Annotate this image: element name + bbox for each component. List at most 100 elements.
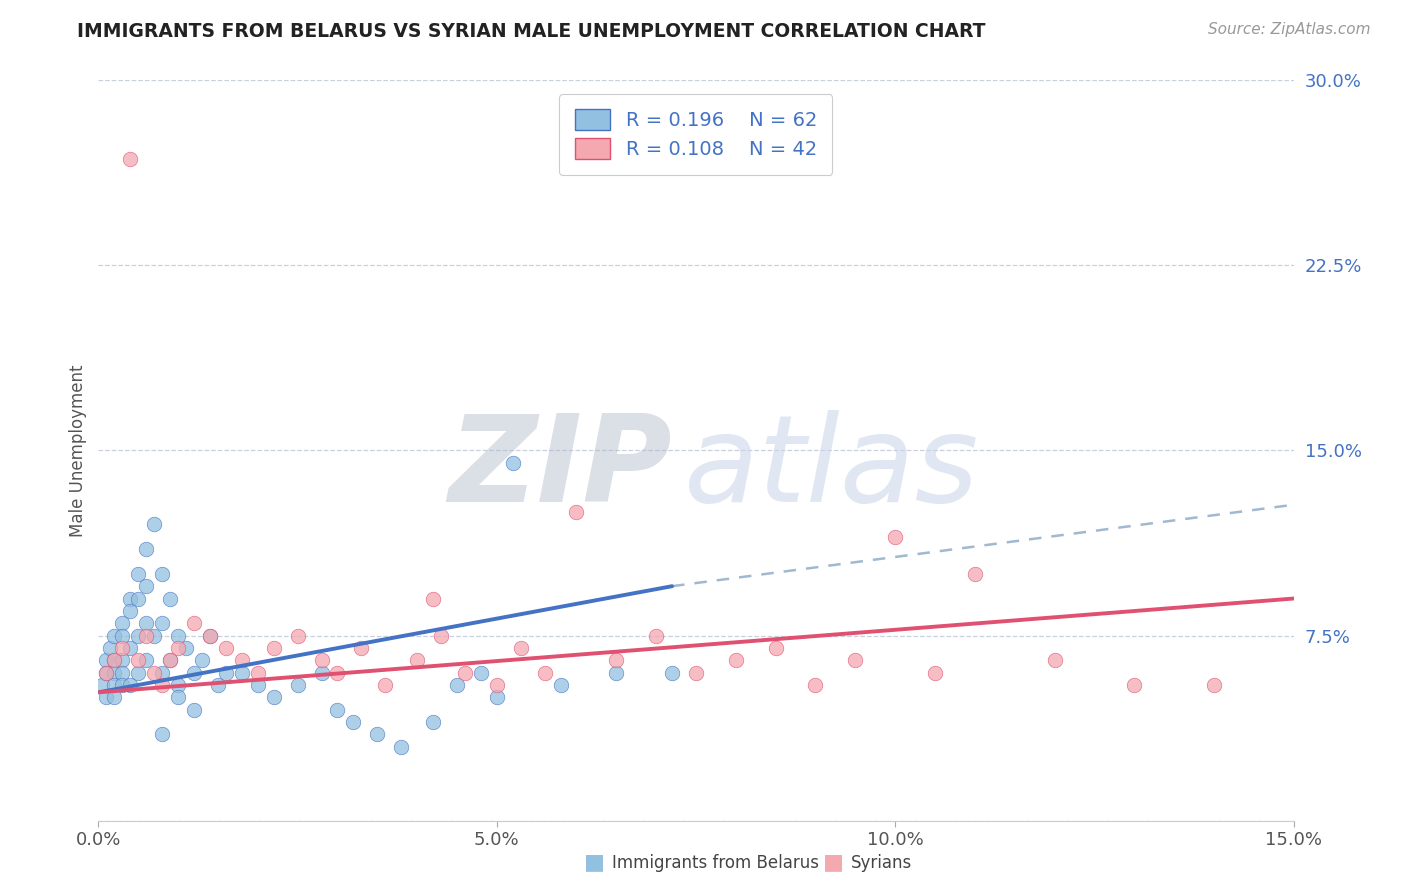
Point [103, 678, 125, 692]
Point [470, 665, 492, 680]
Point [159, 653, 181, 667]
Point [111, 678, 134, 692]
Point [111, 628, 134, 642]
Point [605, 665, 627, 680]
Point [159, 591, 181, 606]
Point [98, 640, 122, 655]
Point [183, 703, 205, 717]
Point [645, 628, 668, 642]
Text: ■: ■ [823, 853, 844, 872]
Point [174, 640, 197, 655]
Point [661, 665, 683, 680]
Point [143, 665, 166, 680]
Point [884, 530, 907, 544]
Point [111, 653, 134, 667]
Legend: R = 0.196    N = 62, R = 0.108    N = 42: R = 0.196 N = 62, R = 0.108 N = 42 [560, 94, 832, 175]
Point [1043, 653, 1066, 667]
Point [326, 703, 349, 717]
Point [198, 628, 221, 642]
Point [167, 640, 190, 655]
Point [135, 653, 157, 667]
Point [246, 678, 269, 692]
Point [533, 665, 555, 680]
Point [485, 678, 508, 692]
Point [446, 678, 468, 692]
Point [246, 665, 269, 680]
Point [127, 665, 149, 680]
Point [127, 591, 149, 606]
Point [96, 665, 118, 680]
Point [198, 628, 221, 642]
Text: Syrians: Syrians [851, 855, 912, 872]
Point [207, 678, 229, 692]
Point [135, 579, 157, 593]
Text: ■: ■ [583, 853, 605, 872]
Point [550, 678, 572, 692]
Point [96, 690, 118, 705]
Text: Source: ZipAtlas.com: Source: ZipAtlas.com [1208, 22, 1371, 37]
Point [127, 628, 149, 642]
Point [183, 665, 205, 680]
Point [167, 678, 190, 692]
Point [924, 665, 946, 680]
Point [485, 690, 508, 705]
Point [509, 640, 531, 655]
Point [311, 665, 333, 680]
Point [215, 665, 238, 680]
Point [765, 640, 787, 655]
Point [120, 591, 142, 606]
Point [287, 678, 309, 692]
Point [287, 628, 309, 642]
Point [111, 665, 134, 680]
Point [605, 653, 627, 667]
Point [91, 678, 114, 692]
Point [685, 665, 707, 680]
Point [389, 739, 412, 754]
Point [454, 665, 477, 680]
Point [167, 628, 190, 642]
Point [150, 566, 173, 581]
Point [143, 517, 166, 532]
Point [422, 591, 444, 606]
Point [150, 678, 173, 692]
Point [724, 653, 747, 667]
Point [263, 690, 285, 705]
Point [103, 628, 125, 642]
Point [374, 678, 396, 692]
Point [804, 678, 827, 692]
Text: IMMIGRANTS FROM BELARUS VS SYRIAN MALE UNEMPLOYMENT CORRELATION CHART: IMMIGRANTS FROM BELARUS VS SYRIAN MALE U… [77, 22, 986, 41]
Point [263, 640, 285, 655]
Point [135, 628, 157, 642]
Text: atlas: atlas [685, 410, 980, 527]
Point [183, 616, 205, 631]
Point [96, 665, 118, 680]
Y-axis label: Male Unemployment: Male Unemployment [69, 364, 87, 537]
Point [127, 653, 149, 667]
Point [120, 153, 142, 167]
Point [342, 714, 364, 729]
Point [120, 678, 142, 692]
Point [135, 542, 157, 557]
Point [103, 665, 125, 680]
Point [311, 653, 333, 667]
Point [963, 566, 986, 581]
Point [231, 653, 253, 667]
Point [150, 616, 173, 631]
Point [502, 456, 524, 470]
Point [150, 727, 173, 741]
Point [565, 505, 588, 519]
Point [103, 653, 125, 667]
Point [1123, 678, 1146, 692]
Point [422, 714, 444, 729]
Point [111, 640, 134, 655]
Point [231, 665, 253, 680]
Point [120, 640, 142, 655]
Point [159, 653, 181, 667]
Point [167, 690, 190, 705]
Point [135, 616, 157, 631]
Point [1202, 678, 1225, 692]
Point [143, 628, 166, 642]
Point [103, 690, 125, 705]
Point [326, 665, 349, 680]
Text: Immigrants from Belarus: Immigrants from Belarus [612, 855, 818, 872]
